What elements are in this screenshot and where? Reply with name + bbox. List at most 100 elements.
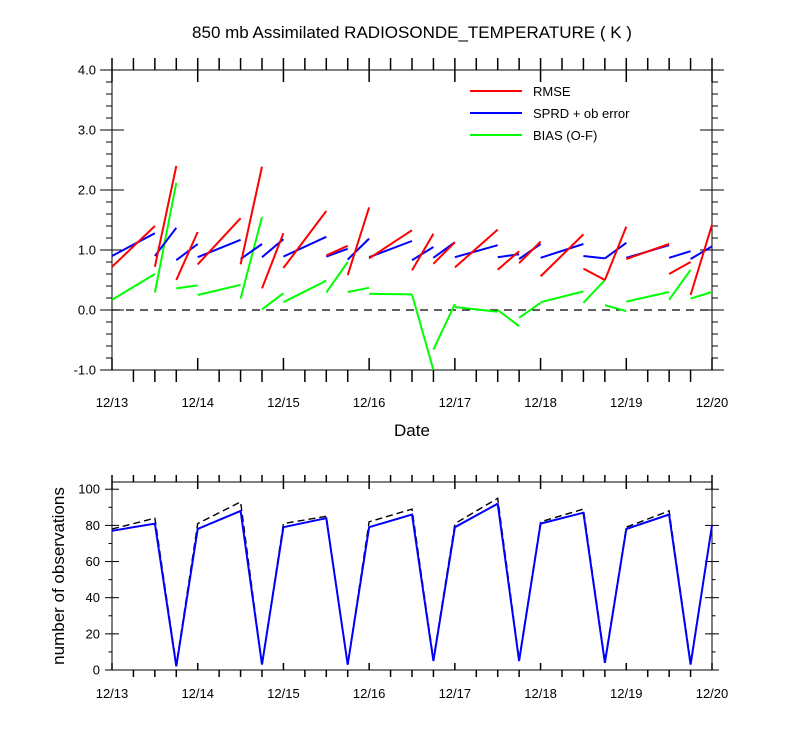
series-rmse-segment bbox=[325, 244, 349, 257]
series-bias-segment bbox=[197, 283, 241, 296]
series-rmse-segment bbox=[603, 226, 628, 281]
series-bias-segment bbox=[690, 291, 713, 300]
x-tick-label: 12/19 bbox=[610, 686, 643, 701]
x-tick-label: 12/19 bbox=[610, 395, 643, 410]
y-tick-label: 3.0 bbox=[78, 123, 96, 138]
series-bias-segment bbox=[604, 304, 627, 313]
y-tick-label: 100 bbox=[78, 482, 100, 497]
y-tick-label: 40 bbox=[86, 590, 100, 605]
series-rmse-segment bbox=[368, 229, 413, 260]
series-obs-used bbox=[111, 502, 713, 667]
series-rmse-segment bbox=[282, 210, 328, 269]
x-tick-label: 12/16 bbox=[353, 686, 386, 701]
series-sprd-segment bbox=[325, 247, 349, 258]
series-rmse-segment bbox=[582, 267, 606, 281]
series-bias-segment bbox=[325, 261, 349, 294]
series-rmse-segment bbox=[454, 228, 499, 269]
x-tick-label: 12/20 bbox=[696, 686, 729, 701]
series-bias-segment bbox=[454, 306, 498, 313]
y-axis-title: number of observations bbox=[49, 487, 68, 665]
series-bias-segment bbox=[176, 284, 198, 290]
series-bias-segment bbox=[626, 291, 670, 303]
series-rmse-segment bbox=[518, 240, 542, 264]
y-tick-label: 0 bbox=[93, 663, 100, 678]
x-tick-label: 12/15 bbox=[267, 686, 300, 701]
series-bias-segment bbox=[261, 292, 285, 311]
series-bias-segment bbox=[582, 279, 606, 304]
legend: RMSE SPRD + ob error BIAS (O-F) bbox=[470, 84, 630, 143]
series-sprd-segment bbox=[583, 255, 606, 260]
series-rmse-segment bbox=[196, 217, 242, 266]
x-tick-label: 12/17 bbox=[439, 686, 472, 701]
series-rmse-segment bbox=[175, 231, 199, 281]
series-bias-segment bbox=[369, 292, 413, 296]
series-sprd-segment bbox=[240, 243, 263, 260]
series-sprd-segment bbox=[111, 232, 156, 257]
series-rmse-segment bbox=[625, 243, 670, 260]
top-series-group bbox=[111, 165, 713, 371]
x-tick-label: 12/17 bbox=[439, 395, 472, 410]
bottom-panel: 12/13 12/14 12/15 12/16 12/17 12/18 12/19 12/20… bbox=[49, 475, 728, 701]
series-rmse-segment bbox=[239, 166, 263, 265]
y-tick-label: 4.0 bbox=[78, 63, 96, 78]
series-bias-segment bbox=[111, 273, 156, 301]
legend-label-rmse: RMSE bbox=[533, 84, 571, 99]
legend-label-bias: BIAS (O-F) bbox=[533, 128, 597, 143]
series-rmse-segment bbox=[111, 225, 156, 268]
series-bias-segment bbox=[347, 286, 370, 293]
series-sprd-segment bbox=[604, 241, 627, 260]
series-bias-segment bbox=[668, 269, 692, 301]
y-tick-label: 2.0 bbox=[78, 183, 96, 198]
x-tick-label: 12/20 bbox=[696, 395, 729, 410]
series-sprd bbox=[111, 227, 713, 262]
x-tick-label: 12/16 bbox=[353, 395, 386, 410]
series-bias-segment bbox=[518, 301, 542, 319]
y-tick-label: 60 bbox=[86, 554, 100, 569]
chart-title: 850 mb Assimilated RADIOSONDE_TEMPERATUR… bbox=[192, 23, 632, 42]
x-tick-label: 12/14 bbox=[181, 686, 214, 701]
bottom-axis-ticks: 12/13 12/14 12/15 12/16 12/17 12/18 12/19 12/20… bbox=[78, 475, 728, 701]
series-bias-segment bbox=[411, 294, 435, 371]
series-obs-possible bbox=[111, 497, 713, 665]
x-tick-label: 12/18 bbox=[524, 686, 557, 701]
x-axis-title: Date bbox=[394, 421, 430, 440]
series-rmse-segment bbox=[346, 207, 371, 276]
series-bias-segment bbox=[497, 309, 520, 327]
series-bias-segment bbox=[282, 279, 327, 304]
series-sprd-segment bbox=[668, 250, 691, 259]
y-tick-label: 0.0 bbox=[78, 303, 96, 318]
series-rmse-segment bbox=[411, 233, 435, 271]
series-rmse-segment bbox=[668, 261, 692, 275]
series-sprd-segment bbox=[282, 235, 327, 258]
series-rmse-segment bbox=[432, 241, 456, 265]
series-rmse-segment bbox=[153, 165, 178, 268]
y-tick-label: 1.0 bbox=[78, 243, 96, 258]
series-rmse-segment bbox=[539, 233, 585, 278]
series-bias-segment bbox=[540, 290, 584, 304]
x-tick-label: 12/13 bbox=[96, 395, 129, 410]
series-sprd-segment bbox=[454, 244, 498, 259]
x-tick-label: 12/13 bbox=[96, 686, 129, 701]
series-bias bbox=[111, 182, 713, 371]
bottom-series-group bbox=[111, 497, 713, 667]
series-sprd-segment bbox=[540, 243, 584, 259]
series-rmse-segment bbox=[261, 232, 285, 289]
x-tick-label: 12/14 bbox=[181, 395, 214, 410]
series-bias-segment bbox=[432, 303, 456, 351]
top-axis-ticks: 12/13 12/14 12/15 12/16 12/17 12/18 12/19 12/20… bbox=[74, 58, 729, 410]
x-tick-label: 12/15 bbox=[267, 395, 300, 410]
y-tick-label: 20 bbox=[86, 626, 100, 641]
x-tick-label: 12/18 bbox=[524, 395, 557, 410]
top-panel: 12/13 12/14 12/15 12/16 12/17 12/18 12/19 12/20… bbox=[74, 58, 729, 440]
series-sprd-segment bbox=[690, 245, 713, 260]
series-bias-segment bbox=[153, 182, 178, 293]
series-rmse bbox=[111, 165, 713, 296]
y-tick-label: -1.0 bbox=[74, 363, 96, 378]
series-sprd-segment bbox=[346, 237, 370, 261]
series-sprd-segment bbox=[175, 243, 199, 261]
series-sprd-segment bbox=[197, 238, 241, 259]
legend-label-sprd: SPRD + ob error bbox=[533, 106, 630, 121]
y-tick-label: 80 bbox=[86, 518, 100, 533]
series-rmse-segment bbox=[689, 224, 713, 296]
